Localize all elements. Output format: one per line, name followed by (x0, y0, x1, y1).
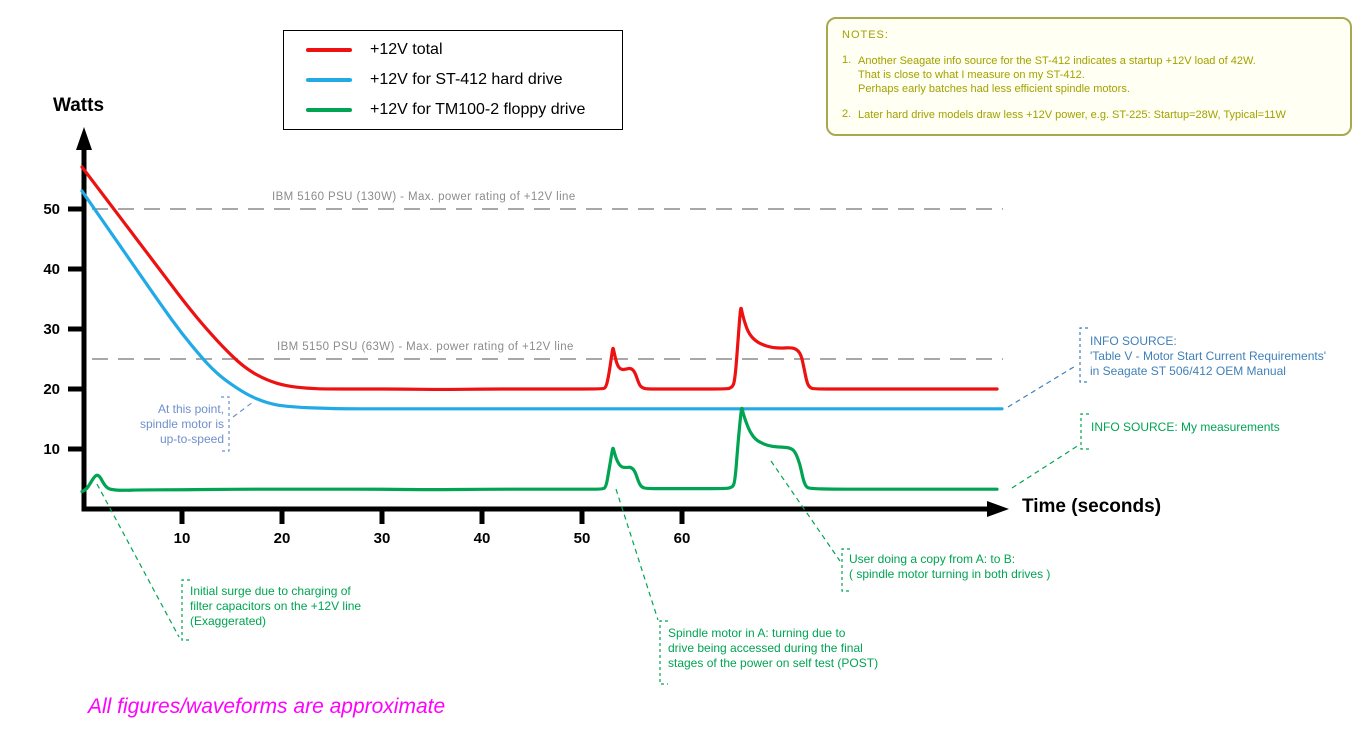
series-line-0 (80, 165, 999, 392)
x-tick-label: 30 (374, 530, 391, 547)
approximate-footnote: All figures/waveforms are approximate (88, 695, 446, 718)
callout-info-source-seagate: INFO SOURCE: 'Table V - Motor Start Curr… (1090, 334, 1327, 378)
legend-line-blue (306, 78, 352, 82)
callout-post-spindle: Spindle motor in A: turning due to drive… (668, 626, 879, 670)
series-line-2 (80, 406, 999, 494)
callout-bracket-info_blue (1079, 327, 1088, 383)
callout-leader-post (615, 488, 659, 621)
series-line-1 (80, 189, 1004, 411)
note-text: Later hard drive models draw less +12V p… (858, 109, 1286, 121)
legend-item-st412: +12V for ST-412 hard drive (292, 65, 614, 95)
psu-threshold-label-5160: IBM 5160 PSU (130W) - Max. power rating … (272, 191, 576, 203)
axes (76, 127, 1009, 517)
x-tick-label: 10 (174, 530, 191, 547)
callout-leader-copy (770, 460, 841, 562)
callout-spindle-up-to-speed: At this point, spindle motor is up-to-sp… (139, 402, 224, 446)
y-tick-label: 30 (43, 321, 60, 338)
callout-bracket-info_green (1080, 413, 1089, 450)
y-tick-label: 40 (43, 261, 60, 278)
callout-initial-surge: Initial surge due to charging of filter … (190, 584, 362, 628)
note-item: 1. Another Seagate info source for the S… (842, 54, 1338, 96)
callout-copy-a-to-b: User doing a copy from A: to B: ( spindl… (849, 552, 1051, 581)
y-tick-label: 20 (43, 381, 60, 398)
callout-bracket-initial_surge (181, 579, 190, 641)
callout-leader-info_blue (1007, 364, 1078, 408)
legend-item-total: +12V total (292, 35, 614, 65)
x-tick-label: 50 (574, 530, 591, 547)
callout-info-source-measurements: INFO SOURCE: My measurements (1091, 420, 1280, 434)
notes-box: NOTES: 1. Another Seagate info source fo… (826, 17, 1352, 136)
note-text: Another Seagate info source for the ST-4… (858, 55, 1256, 95)
notes-title: NOTES: (842, 29, 889, 41)
x-axis-arrow-icon (987, 501, 1009, 517)
callout-bracket-copy (841, 548, 850, 592)
callout-bracket-at_this_point (221, 396, 230, 452)
x-axis-title: Time (seconds) (1022, 496, 1162, 517)
psu-threshold-label-5150: IBM 5150 PSU (63W) - Max. power rating o… (277, 341, 574, 353)
callout-leader-info_green (1011, 444, 1080, 489)
legend-label: +12V total (370, 41, 443, 58)
y-axis-title: Watts (53, 95, 105, 116)
x-tick-label: 40 (474, 530, 491, 547)
note-number: 1. (842, 54, 852, 66)
callout-leader-at_this_point (232, 401, 254, 418)
note-item: 2. Later hard drive models draw less +12… (842, 108, 1338, 122)
legend-line-red (306, 48, 352, 52)
legend-item-tm100: +12V for TM100-2 floppy drive (292, 95, 614, 125)
note-number: 2. (842, 108, 852, 120)
callout-leader-initial_surge (96, 483, 180, 638)
legend-label: +12V for ST-412 hard drive (370, 71, 563, 88)
legend-box: +12V total +12V for ST-412 hard drive +1… (283, 30, 623, 130)
x-tick-label: 60 (674, 530, 691, 547)
legend-line-green (306, 108, 352, 112)
y-tick-label: 10 (43, 441, 60, 458)
y-tick-label: 50 (43, 201, 60, 218)
legend-label: +12V for TM100-2 floppy drive (370, 101, 586, 118)
x-tick-label: 20 (274, 530, 291, 547)
y-axis-arrow-icon (76, 127, 92, 150)
callout-bracket-post (659, 620, 668, 685)
